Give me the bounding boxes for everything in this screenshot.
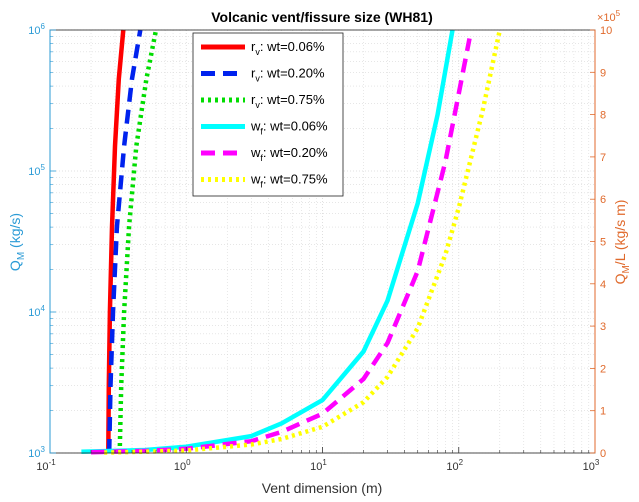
y-left-tick-label-exp: 4 xyxy=(41,304,46,313)
x-tick-label-exp: 0 xyxy=(186,458,191,467)
y-left-tick-label: 106 xyxy=(28,22,45,37)
legend-label-rest: : wt=0.06% xyxy=(263,119,328,134)
y-right-multiplier-exp: 5 xyxy=(616,9,621,18)
legend-label-sub: f xyxy=(260,127,263,137)
x-tick-label: 103 xyxy=(583,458,600,473)
x-tick-label-base: 10 xyxy=(174,461,186,473)
legend-label-sub: f xyxy=(260,180,263,190)
legend-label-5: wf: wt=0.20% xyxy=(250,145,328,163)
y-right-axis-label: QM/L (kg/s m) xyxy=(612,200,632,285)
y-left-label-sub: M xyxy=(16,252,27,260)
series-group xyxy=(81,29,503,455)
legend-label-3: rv: wt=0.75% xyxy=(251,92,325,110)
y-right-tick-label: 10 xyxy=(600,25,612,37)
y-right-tick-label: 1 xyxy=(600,406,606,418)
y-right-tick-label: 5 xyxy=(600,237,606,249)
legend-label-rest: : wt=0.75% xyxy=(263,172,328,187)
y-right-label-sub: M xyxy=(621,265,632,273)
y-right-tick-label: 3 xyxy=(600,321,606,333)
legend-label-main: w xyxy=(250,145,261,160)
x-tick-label-base: 10 xyxy=(36,461,48,473)
series-line-3 xyxy=(117,29,159,454)
y-right-label-main: Q xyxy=(612,273,628,284)
x-tick-label: 10-1 xyxy=(36,458,56,473)
series-line-4 xyxy=(81,29,455,454)
x-tick-label: 102 xyxy=(446,458,463,473)
y-right-tick-label: 2 xyxy=(600,363,606,375)
y-right-tick-label: 7 xyxy=(600,152,606,164)
y-right-tick-label: 8 xyxy=(600,110,606,122)
legend-label-rest: : wt=0.20% xyxy=(260,66,325,81)
series-line-6 xyxy=(104,29,503,455)
series-line-5 xyxy=(90,38,472,455)
y-left-tick-label-base: 10 xyxy=(28,25,40,37)
x-tick-label-exp: -1 xyxy=(49,458,57,467)
x-tick-label-exp: 1 xyxy=(322,458,327,467)
y-left-label-main: Q xyxy=(7,260,23,271)
y-right-label-rest: /L (kg/s m) xyxy=(612,200,628,266)
legend-label-rest: : wt=0.20% xyxy=(263,145,328,160)
chart-title: Volcanic vent/fissure size (WH81) xyxy=(211,9,432,25)
y-right-multiplier-base: ×10 xyxy=(597,12,616,24)
legend-label-sub: f xyxy=(260,153,263,163)
x-tick-label-base: 10 xyxy=(583,461,595,473)
y-right-tick-label: 4 xyxy=(600,279,606,291)
legend-label-main: r xyxy=(251,92,256,107)
y-left-tick-label: 104 xyxy=(28,304,45,319)
x-tick-label: 100 xyxy=(174,458,191,473)
y-left-tick-label-exp: 3 xyxy=(41,445,46,454)
y-left-tick-label: 103 xyxy=(28,445,45,460)
legend: rv: wt=0.06%rv: wt=0.20%rv: wt=0.75%wf: … xyxy=(192,32,344,197)
legend-label-sub: v xyxy=(255,74,260,84)
y-left-tick-label-base: 10 xyxy=(28,166,40,178)
legend-label-main: w xyxy=(250,119,261,134)
legend-label-sub: v xyxy=(255,100,260,110)
y-left-axis-label: QM (kg/s) xyxy=(7,213,27,271)
y-right-tick-label: 6 xyxy=(600,194,606,206)
legend-label-main: w xyxy=(250,172,261,187)
legend-label-6: wf: wt=0.75% xyxy=(250,172,328,190)
y-left-tick-label-exp: 6 xyxy=(41,22,46,31)
legend-label-rest: : wt=0.75% xyxy=(260,92,325,107)
y-right-tick-label: 9 xyxy=(600,67,606,79)
legend-label-1: rv: wt=0.06% xyxy=(251,39,325,57)
x-tick-label: 101 xyxy=(310,458,327,473)
legend-box xyxy=(192,32,344,197)
x-tick-label-exp: 3 xyxy=(595,458,600,467)
legend-label-2: rv: wt=0.20% xyxy=(251,66,325,84)
legend-label-main: r xyxy=(251,66,256,81)
legend-label-4: wf: wt=0.06% xyxy=(250,119,328,137)
legend-label-sub: v xyxy=(255,47,260,57)
legend-label-main: r xyxy=(251,39,256,54)
y-left-tick-label: 105 xyxy=(28,163,45,178)
y-right-tick-label: 0 xyxy=(600,448,606,460)
y-right-multiplier: ×105 xyxy=(597,9,621,24)
x-tick-label-base: 10 xyxy=(310,461,322,473)
y-left-tick-label-base: 10 xyxy=(28,448,40,460)
x-axis-label: Vent dimension (m) xyxy=(262,480,383,496)
series-line-2 xyxy=(106,29,143,454)
x-tick-label-exp: 2 xyxy=(459,458,464,467)
y-left-label-rest: (kg/s) xyxy=(7,213,23,252)
y-left-tick-label-base: 10 xyxy=(28,307,40,319)
legend-label-rest: : wt=0.06% xyxy=(260,39,325,54)
x-tick-label-base: 10 xyxy=(446,461,458,473)
y-left-tick-label-exp: 5 xyxy=(41,163,46,172)
